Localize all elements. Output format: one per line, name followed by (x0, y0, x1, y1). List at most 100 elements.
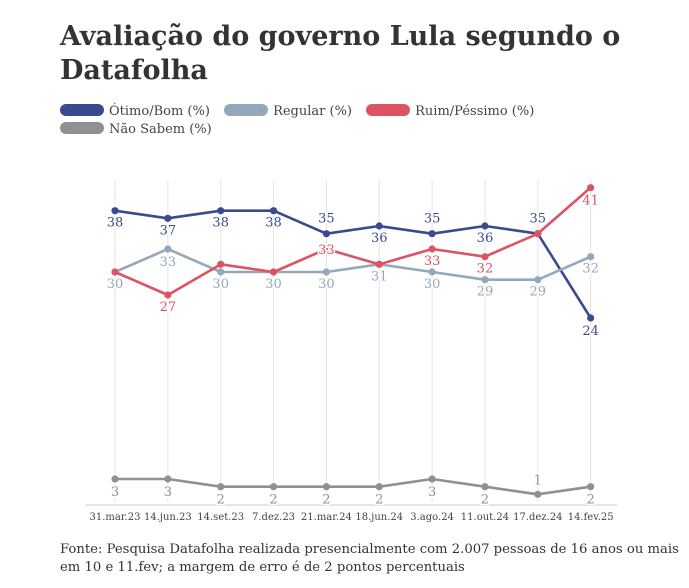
data-label: 3 (164, 485, 172, 500)
data-label: 30 (212, 277, 229, 292)
data-point (217, 268, 225, 276)
x-tick-label: 18.jun.24 (355, 512, 403, 523)
series-line-2 (114, 186, 592, 297)
data-point (322, 230, 330, 238)
data-point (481, 253, 489, 261)
legend-label: Ótimo/Bom (%) (109, 104, 210, 119)
data-point (164, 245, 172, 253)
data-point (428, 268, 436, 276)
x-tick-label: 17.dez.24 (513, 512, 562, 523)
data-point (111, 268, 119, 276)
data-point (375, 222, 383, 230)
line-chart: 31.mar.23 14.jun.23 14.set.23 7.dez.23 21.ma… (85, 180, 617, 523)
data-label: 30 (318, 277, 335, 292)
data-label: 2 (375, 493, 383, 508)
legend-item-ruim-pessimo: Ruim/Péssimo (%) (366, 103, 534, 121)
legend-label: Não Sabem (%) (109, 122, 212, 137)
data-label: 30 (424, 277, 441, 292)
data-label: 24 (582, 324, 599, 339)
data-point (217, 207, 225, 215)
data-point (587, 184, 595, 192)
data-label: 3 (111, 485, 119, 500)
data-label: 37 (160, 223, 177, 238)
data-label: 27 (160, 300, 177, 315)
data-point (534, 276, 542, 284)
series-line-3 (115, 477, 591, 496)
data-label: 32 (477, 262, 494, 277)
data-point (587, 314, 595, 322)
data-point (587, 483, 595, 491)
data-point (164, 475, 172, 483)
data-point (587, 253, 595, 261)
legend-item-regular: Regular (%) (224, 103, 352, 121)
x-tick-label: 7.dez.23 (252, 512, 295, 523)
legend-item-otimo-bom: Ótimo/Bom (%) (60, 103, 210, 121)
data-label: 29 (477, 285, 494, 300)
data-point (217, 260, 225, 268)
data-point (164, 291, 172, 299)
x-tick-label: 11.out.24 (461, 512, 509, 523)
data-point (111, 475, 119, 483)
data-point (428, 230, 436, 238)
legend-swatch (366, 104, 411, 116)
data-point (375, 483, 383, 491)
data-label: 2 (269, 493, 277, 508)
x-tick-label: 14.set.23 (197, 512, 244, 523)
data-label: 36 (371, 231, 388, 246)
data-point (428, 245, 436, 253)
data-label: 38 (265, 216, 282, 231)
data-label: 33 (160, 255, 177, 270)
data-label: 35 (318, 212, 335, 227)
data-point (534, 230, 542, 238)
data-label: 2 (217, 493, 225, 508)
chart-title: Avaliação do governo Lula segundo o Data… (60, 21, 621, 86)
data-point (269, 207, 278, 215)
x-tick-label: 21.mar.24 (301, 512, 352, 523)
data-label: 33 (424, 254, 441, 269)
data-label: 30 (265, 277, 282, 292)
data-label: 38 (107, 216, 124, 231)
series-line-1 (114, 247, 592, 281)
data-label: 3 (428, 485, 436, 500)
data-point (269, 268, 278, 276)
data-point (111, 207, 119, 215)
data-label: 30 (107, 277, 124, 292)
data-point (269, 483, 278, 491)
data-point (322, 268, 330, 276)
data-label: 36 (477, 231, 494, 246)
data-point (481, 276, 489, 284)
data-point (217, 483, 225, 491)
data-point (481, 483, 489, 491)
data-point (534, 490, 542, 498)
source-note: Fonte: Pesquisa Datafolha realizada pres… (60, 542, 679, 575)
data-label: 35 (424, 212, 441, 227)
data-label: 2 (481, 493, 489, 508)
data-point (164, 214, 172, 222)
data-label: 2 (587, 493, 595, 508)
data-point (322, 483, 330, 491)
data-point (481, 222, 489, 230)
data-label: 38 (212, 216, 229, 231)
x-tick-label: 31.mar.23 (90, 512, 141, 523)
legend-label: Regular (%) (273, 104, 352, 119)
x-tick-label: 3.ago.24 (410, 512, 454, 523)
data-label: 32 (582, 262, 599, 277)
legend-label: Ruim/Péssimo (%) (415, 104, 535, 119)
data-label: 35 (530, 212, 547, 227)
data-point (375, 260, 383, 268)
data-label: 33 (318, 243, 335, 258)
x-tick-label: 14.fev.25 (568, 512, 614, 523)
data-point (428, 475, 436, 483)
legend-swatch (60, 122, 104, 134)
series-line-0 (114, 209, 592, 319)
data-label: 29 (530, 285, 547, 300)
data-label: 1 (534, 473, 542, 488)
data-point (322, 245, 330, 253)
data-label: 31 (371, 269, 388, 284)
chart-legend: Ótimo/Bom (%) Regular (%) Ruim/Péssimo (… (60, 103, 660, 139)
data-label: 41 (582, 194, 599, 209)
legend-swatch (224, 104, 269, 116)
x-tick-label: 14.jun.23 (144, 512, 192, 523)
legend-swatch (60, 104, 104, 116)
legend-item-nao-sabem: Não Sabem (%) (60, 121, 212, 139)
